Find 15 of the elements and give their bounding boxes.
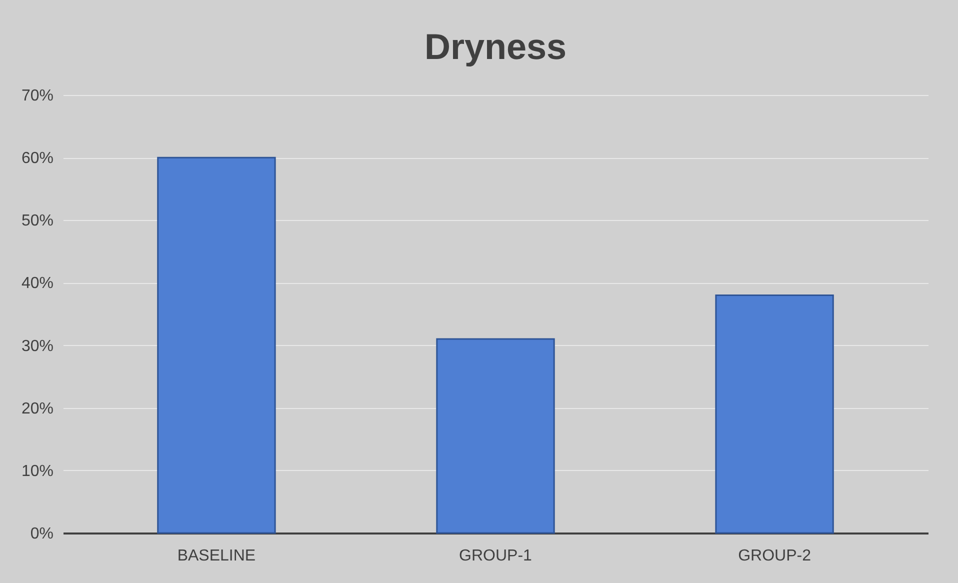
bar — [436, 338, 555, 534]
y-tick-label: 0% — [30, 526, 54, 542]
x-tick-label: GROUP-2 — [738, 548, 812, 564]
x-tick-label: GROUP-1 — [459, 548, 532, 564]
chart-title: Dryness — [424, 26, 567, 67]
y-tick-label: 20% — [21, 400, 54, 418]
y-tick-label: 40% — [21, 275, 54, 292]
y-tick-label: 60% — [21, 150, 54, 168]
y-tick-label: 70% — [21, 88, 54, 104]
y-tick-label: 50% — [21, 212, 54, 230]
y-tick-label: 10% — [21, 462, 54, 480]
x-tick-label: BASELINE — [177, 548, 256, 564]
y-tick-label: 30% — [21, 338, 54, 355]
bar — [157, 156, 276, 534]
bar — [715, 294, 834, 534]
